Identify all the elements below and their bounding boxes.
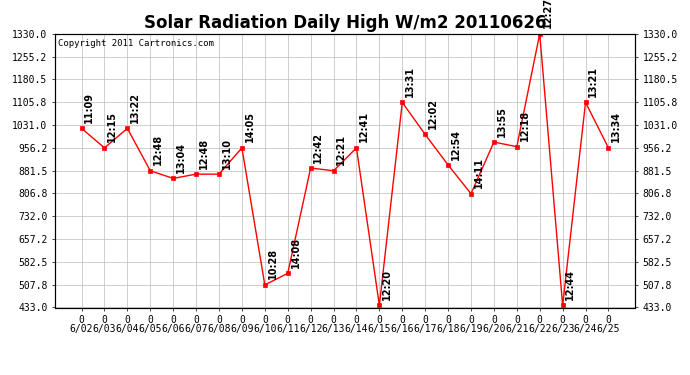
Text: 12:42: 12:42: [313, 132, 324, 162]
Text: 14:11: 14:11: [474, 157, 484, 188]
Text: 12:02: 12:02: [428, 98, 438, 129]
Text: 11:09: 11:09: [84, 92, 95, 123]
Text: 12:41: 12:41: [359, 111, 369, 142]
Text: 14:05: 14:05: [245, 111, 255, 142]
Text: 12:48: 12:48: [153, 134, 163, 165]
Text: 12:18: 12:18: [520, 110, 529, 141]
Title: Solar Radiation Daily High W/m2 20110626: Solar Radiation Daily High W/m2 20110626: [144, 14, 546, 32]
Text: 13:21: 13:21: [589, 66, 598, 97]
Text: 13:34: 13:34: [611, 111, 621, 142]
Text: 12:27: 12:27: [542, 0, 553, 28]
Text: 14:08: 14:08: [290, 237, 300, 268]
Text: 12:54: 12:54: [451, 129, 461, 159]
Text: 12:15: 12:15: [107, 111, 117, 142]
Text: 13:10: 13:10: [221, 138, 232, 169]
Text: 13:04: 13:04: [176, 142, 186, 173]
Text: 12:48: 12:48: [199, 138, 209, 169]
Text: 10:28: 10:28: [268, 248, 277, 279]
Text: 12:21: 12:21: [336, 134, 346, 165]
Text: 13:55: 13:55: [497, 106, 506, 136]
Text: 13:22: 13:22: [130, 92, 140, 123]
Text: 13:31: 13:31: [405, 66, 415, 97]
Text: 12:44: 12:44: [565, 269, 575, 300]
Text: 12:20: 12:20: [382, 269, 392, 300]
Text: Copyright 2011 Cartronics.com: Copyright 2011 Cartronics.com: [58, 39, 214, 48]
